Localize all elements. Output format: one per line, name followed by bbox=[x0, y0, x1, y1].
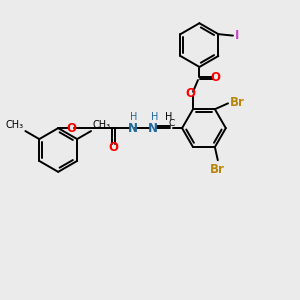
Text: O: O bbox=[109, 141, 118, 154]
Text: N: N bbox=[148, 122, 158, 135]
Text: Br: Br bbox=[210, 163, 225, 176]
Text: C: C bbox=[169, 118, 175, 127]
Text: H: H bbox=[151, 112, 158, 122]
Text: N: N bbox=[128, 122, 137, 135]
Text: CH₃: CH₃ bbox=[6, 121, 24, 130]
Text: O: O bbox=[211, 70, 220, 84]
Text: I: I bbox=[235, 29, 240, 42]
Text: O: O bbox=[186, 87, 196, 100]
Text: Br: Br bbox=[230, 96, 245, 109]
Text: CH₃: CH₃ bbox=[92, 121, 111, 130]
Text: H: H bbox=[130, 112, 138, 122]
Text: H: H bbox=[165, 112, 172, 122]
Text: O: O bbox=[66, 122, 76, 135]
